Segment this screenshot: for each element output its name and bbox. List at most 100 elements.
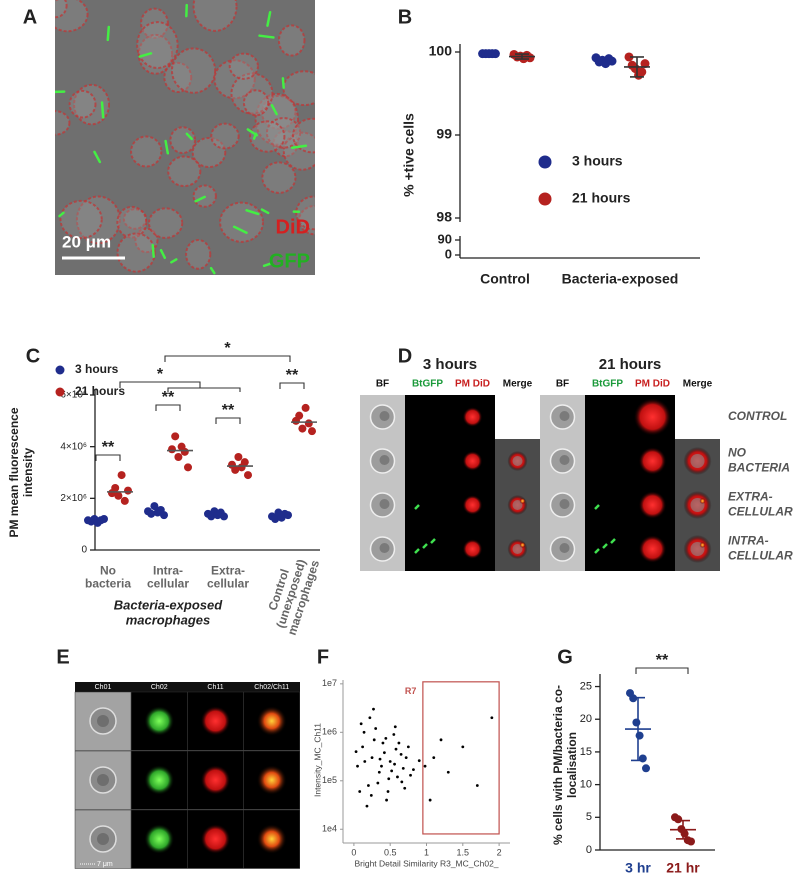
panel-label: A [23,6,37,28]
gate [422,681,500,835]
bacterium [281,77,285,89]
text-line: Bacteria-exposed [114,598,223,613]
data-point [244,471,252,480]
row-label: EXTRA-CELLULAR [728,490,793,519]
column-header: BF [556,379,569,390]
cell-core [379,455,390,465]
text-line: BACTERIA [728,461,790,475]
data-point [423,764,427,768]
data-point [365,804,369,808]
legend-label: 3 hours [572,153,623,169]
cell-membrane [633,398,672,436]
cell-signal [200,765,231,795]
column-header: PM DiD [455,379,490,390]
legend-marker [55,365,65,375]
column-header: Ch11 [207,684,223,691]
data-point [624,52,634,62]
data-point [386,790,390,793]
cell [169,126,197,155]
cell [292,117,315,154]
bacterium [185,132,193,141]
image-tile [405,395,450,439]
bacterium [414,548,420,554]
cell-membrane [638,535,667,563]
cell-membrane [638,447,667,475]
data-point [412,768,415,772]
significance-label: ** [286,367,299,384]
data-point [384,736,388,740]
legend-marker [538,192,552,206]
bacterium [258,34,275,39]
bacterium [164,139,170,155]
data-point [403,786,407,790]
data-point [475,784,479,787]
data-point [632,718,641,727]
text-line: bacteria [85,577,131,591]
cell [185,238,212,270]
column-header: Ch02 [151,684,168,691]
legend-label: 3 hours [75,362,119,376]
cell [249,120,286,153]
text-line: PM mean fluorescence [7,407,21,537]
data-point [388,760,392,763]
cell-core [97,833,109,845]
micrograph-grid-d [360,395,720,571]
y-tick-label: 0 [445,246,452,261]
bacterium [422,543,428,549]
significance-label: * [157,366,164,383]
panel-label: G [557,646,573,668]
data-point [358,790,362,793]
data-point [111,484,120,492]
y-axis-label: % +tive cells [401,113,417,197]
significance-label: ** [102,439,115,456]
cell [163,61,193,93]
cell-signal [256,706,287,736]
image-tile [675,395,720,439]
cell-membrane [462,539,483,559]
data-point [439,738,443,742]
data-point [376,781,380,785]
bacterium [519,542,526,548]
x-tick-label: Extra-cellular [207,564,249,591]
text-line: Extra- [211,564,245,578]
text-line: % cells with PM/bacteria co- [551,685,565,845]
data-point [372,738,376,742]
cell-membrane [638,491,667,519]
cell [116,205,148,239]
cell-core [559,455,570,465]
image-tile [405,439,450,483]
cell-core [379,411,390,421]
channel-label: DiD [276,216,310,238]
text-line: localisation [565,732,579,798]
data-point [400,780,404,784]
cell-signal [200,824,231,854]
data-point [674,815,683,824]
cell [167,155,202,188]
y-axis-label: PM mean fluorescenceintensity [7,407,35,537]
y-tick-label: 4×10⁶ [60,441,87,452]
data-point [295,411,304,420]
scale-bar-label: 7 μm [97,861,113,868]
x-tick-label: 1.5 [457,847,470,857]
data-point [301,403,310,412]
cell [210,122,240,150]
significance-bracket [95,454,121,461]
cell-signal [200,706,231,736]
data-point [174,453,183,461]
data-point [231,465,240,474]
cell [230,72,274,115]
y-tick-label: 6×10⁶ [60,390,87,401]
y-tick-label: 5 [586,811,592,823]
bacterium [100,101,105,119]
bacterium [699,498,706,504]
data-point [406,745,410,749]
column-header: Ch01 [95,684,112,691]
data-point [525,53,535,63]
image-tile [405,527,450,571]
data-point [369,793,373,797]
data-point [401,767,405,770]
y-tick-label: 1e6 [322,727,337,737]
bacterium [266,10,272,27]
y-tick-label: 98 [436,209,452,225]
legend-label: 21 hours [572,190,631,206]
